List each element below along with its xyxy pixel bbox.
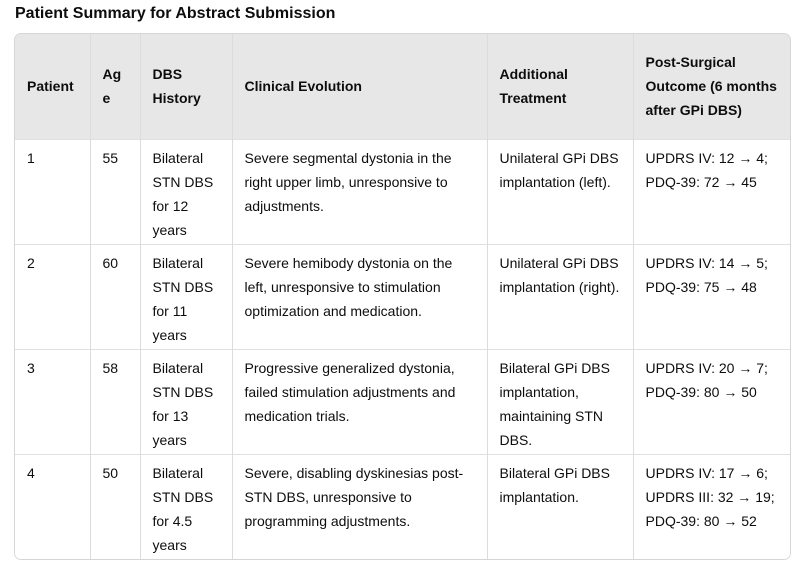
table-row: 3 58 Bilateral STN DBS for 13 years Prog… [15, 348, 790, 454]
patient-summary-table: Patient Age DBS History Clinical Evoluti… [14, 33, 791, 560]
cell-outcome: UPDRS IV: 20 → 7; PDQ-39: 80 → 50 [633, 348, 790, 454]
cell-dbs-history: Bilateral STN DBS for 12 years [140, 138, 233, 244]
table-row: 4 50 Bilateral STN DBS for 4.5 years Sev… [15, 453, 790, 559]
cell-outcome: UPDRS IV: 17 → 6; UPDRS III: 32 → 19; PD… [633, 453, 790, 559]
column-header-clinical-evolution: Clinical Evolution [232, 34, 488, 139]
cell-patient: 4 [15, 453, 91, 559]
cell-outcome: UPDRS IV: 12 → 4; PDQ-39: 72 → 45 [633, 138, 790, 244]
column-header-dbs-history: DBS History [140, 34, 233, 139]
cell-dbs-history: Bilateral STN DBS for 11 years [140, 243, 233, 349]
cell-dbs-history: Bilateral STN DBS for 13 years [140, 348, 233, 454]
cell-clinical-evolution: Severe segmental dystonia in the right u… [232, 138, 488, 244]
table-row: 1 55 Bilateral STN DBS for 12 years Seve… [15, 138, 790, 244]
page-title: Patient Summary for Abstract Submission [15, 5, 336, 22]
cell-clinical-evolution: Progressive generalized dystonia, failed… [232, 348, 488, 454]
column-header-post-surgical-outcome: Post-Surgical Outcome (6 months after GP… [633, 34, 790, 139]
cell-clinical-evolution: Severe, disabling dyskinesias post-STN D… [232, 453, 488, 559]
cell-age: 50 [90, 453, 141, 559]
cell-outcome: UPDRS IV: 14 → 5; PDQ-39: 75 → 48 [633, 243, 790, 349]
cell-age: 58 [90, 348, 141, 454]
patient-summary-table-grid: Patient Age DBS History Clinical Evoluti… [15, 34, 790, 559]
column-header-additional-treatment: Additional Treatment [487, 34, 634, 139]
cell-patient: 2 [15, 243, 91, 349]
cell-dbs-history: Bilateral STN DBS for 4.5 years [140, 453, 233, 559]
cell-additional-treatment: Unilateral GPi DBS implantation (right). [487, 243, 634, 349]
column-header-age: Age [90, 34, 141, 139]
table-body: 1 55 Bilateral STN DBS for 12 years Seve… [15, 138, 790, 559]
cell-age: 60 [90, 243, 141, 349]
table-header: Patient Age DBS History Clinical Evoluti… [15, 34, 790, 139]
header-row: Patient Age DBS History Clinical Evoluti… [15, 34, 790, 139]
column-header-patient: Patient [15, 34, 91, 139]
cell-patient: 3 [15, 348, 91, 454]
cell-additional-treatment: Unilateral GPi DBS implantation (left). [487, 138, 634, 244]
cell-patient: 1 [15, 138, 91, 244]
cell-clinical-evolution: Severe hemibody dystonia on the left, un… [232, 243, 488, 349]
cell-additional-treatment: Bilateral GPi DBS implantation. [487, 453, 634, 559]
cell-age: 55 [90, 138, 141, 244]
cell-additional-treatment: Bilateral GPi DBS implantation, maintain… [487, 348, 634, 454]
table-row: 2 60 Bilateral STN DBS for 11 years Seve… [15, 243, 790, 349]
